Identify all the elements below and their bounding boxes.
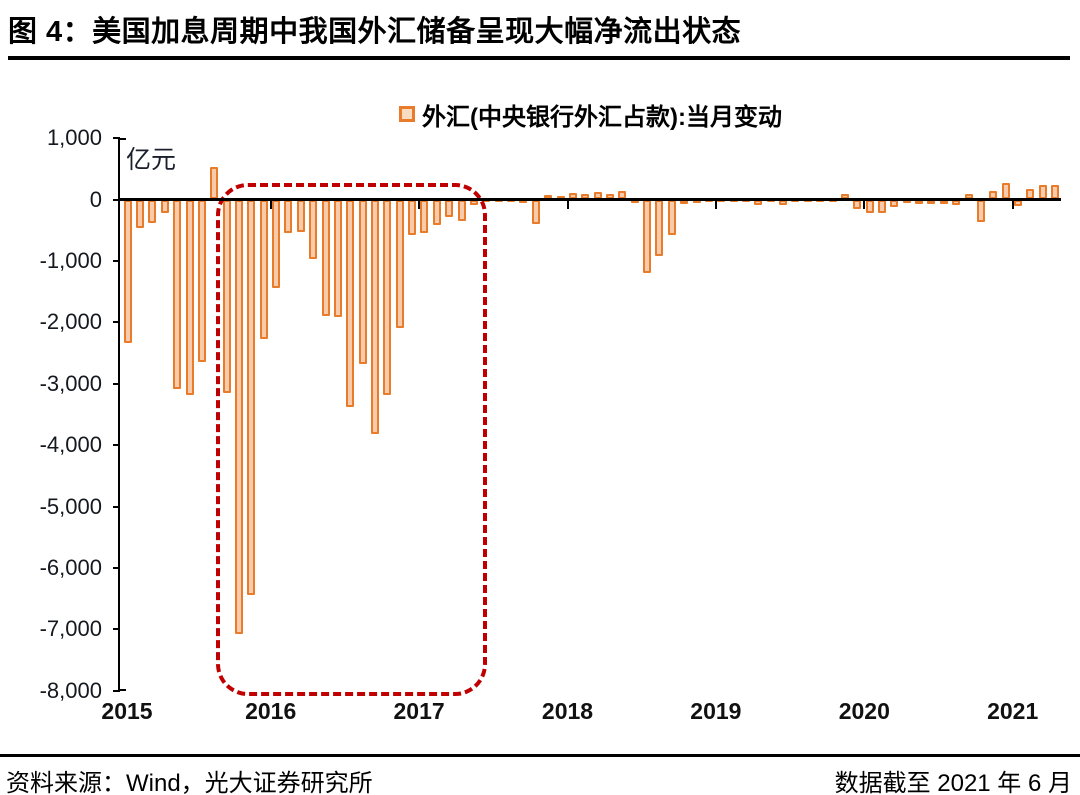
bar-2020-12 (976, 199, 985, 222)
y-axis-tick-mark (113, 382, 120, 385)
footer-rule (0, 754, 1080, 757)
x-axis-year-label-2015: 2015 (101, 698, 153, 724)
y-axis-tick-mark (113, 259, 120, 262)
legend-label: 外汇(中央银行外汇占款):当月变动 (422, 103, 782, 131)
y-axis-tick-label: -3,000 (39, 370, 102, 396)
y-axis-line (118, 138, 120, 691)
bar-2015-08 (185, 199, 194, 395)
y-axis-tick-mark (113, 505, 120, 508)
footer-data-cutoff: 数据截至 2021 年 6 月 (834, 770, 1072, 795)
highlight-dashed-box (215, 183, 487, 696)
x-axis-year-tick-2017 (418, 200, 421, 209)
bar-2021-02 (1001, 182, 1010, 200)
bar-2020-04 (878, 199, 887, 213)
y-axis-tick-label: 0 (89, 186, 102, 212)
y-axis-tick-label: -6,000 (39, 554, 102, 580)
y-axis-tick-mark (113, 689, 120, 692)
y-axis-tick-mark (113, 628, 120, 631)
y-axis-tick-mark (113, 137, 120, 140)
axis-unit-label: 亿元 (126, 146, 177, 174)
bar-2015-03 (123, 199, 132, 343)
x-axis-year-tick-2020 (863, 200, 866, 209)
bar-2015-06 (160, 199, 169, 213)
bar-2015-05 (148, 199, 157, 223)
x-axis-year-tick-2019 (714, 200, 717, 209)
y-axis-tick-label: -4,000 (39, 432, 102, 458)
y-axis-tick-label: -2,000 (39, 309, 102, 335)
chart-legend: 外汇(中央银行外汇占款):当月变动 (120, 99, 1061, 131)
x-axis-zero-line (120, 198, 1061, 201)
y-axis-tick-mark (113, 566, 120, 569)
x-axis-year-label-2020: 2020 (838, 698, 890, 724)
x-axis-year-label-2018: 2018 (541, 698, 594, 724)
y-axis-tick-label: 1,000 (46, 125, 102, 151)
footer-source: 资料来源：Wind，光大证券研究所 (6, 770, 373, 795)
bar-2018-10 (655, 199, 664, 256)
x-axis-year-tick-2018 (566, 200, 569, 209)
x-axis-year-tick-2021 (1011, 200, 1014, 209)
x-axis-year-label-2017: 2017 (393, 698, 445, 724)
bar-2020-03 (865, 199, 874, 213)
y-axis-top-cap (120, 138, 126, 140)
legend-swatch-icon (399, 106, 415, 122)
title-rule (8, 56, 1070, 60)
y-axis-tick-label: -7,000 (39, 616, 102, 642)
page-title: 图 4：美国加息周期中我国外汇储备呈现大幅净流出状态 (8, 16, 742, 48)
bar-2015-07 (173, 199, 182, 389)
x-axis-year-label-2021: 2021 (987, 698, 1039, 724)
y-axis-tick-mark (113, 444, 120, 447)
y-axis-tick-label: -5,000 (39, 493, 102, 519)
bar-2020-02 (853, 199, 862, 210)
y-axis-tick-label: -8,000 (39, 677, 102, 703)
bar-2018-09 (643, 199, 652, 273)
y-axis-tick-label: -1,000 (39, 247, 102, 273)
x-axis-year-tick-2016 (269, 200, 272, 209)
bar-2018-11 (667, 199, 676, 235)
x-axis-year-label-2019: 2019 (690, 698, 742, 724)
bar-2015-10 (210, 166, 219, 200)
y-axis-bottom-cap (120, 689, 126, 691)
bar-2015-09 (197, 199, 206, 362)
x-axis-year-label-2016: 2016 (245, 698, 297, 724)
y-axis-tick-mark (113, 198, 120, 201)
bar-2015-04 (136, 199, 145, 228)
y-axis-tick-mark (113, 321, 120, 324)
bar-2021-05 (1038, 184, 1047, 200)
bar-2017-12 (531, 199, 540, 225)
